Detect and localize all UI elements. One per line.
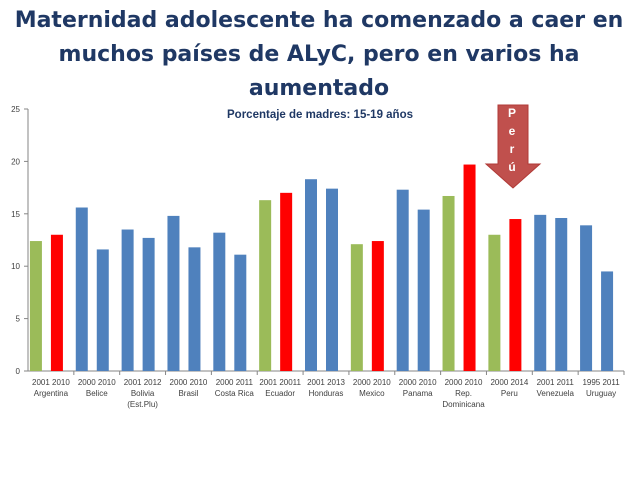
bar [142,237,155,371]
y-tick-label: 10 [11,262,20,271]
arrow-letter: ú [508,160,516,174]
x-tick-years: 2000 2010 [445,378,483,387]
bar [442,195,455,371]
bar [371,241,384,371]
x-tick-years: 1995 2011 [582,378,620,387]
x-tick-country: Peru [501,389,518,398]
x-tick-country: Venezuela [537,389,575,398]
bar [188,247,201,371]
x-tick-country: Uruguay [586,389,616,398]
x-tick-country: Brasil [178,389,198,398]
bar [167,215,180,371]
x-axis-labels: 2001 2010 Argentina 2000 2010 Belice 2001 20… [32,371,625,409]
chart-subtitle: Porcentaje de madres: 15-19 años [227,109,413,121]
arrow-letter: e [508,124,516,138]
bar [326,188,338,371]
x-tick-country: Honduras [309,389,344,398]
bar [75,207,88,371]
bar [417,209,430,371]
bar [463,164,476,371]
bar [121,229,134,371]
x-tick-years: 2000 2010 [353,378,391,387]
y-tick-label: 5 [16,315,21,324]
x-tick-years: 2001 2011 [537,378,575,387]
y-tick-label: 0 [16,367,21,376]
x-tick-country: Costa Rica [215,389,255,398]
bar [305,179,317,371]
x-tick-years: 2000 2014 [490,378,528,387]
y-tick-label: 15 [11,210,20,219]
bar [555,217,568,371]
x-tick-country: Ecuador [265,389,295,398]
bar [534,214,547,371]
x-tick-country: Belice [86,389,108,398]
x-tick-country: Panama [403,389,433,398]
x-tick-country: Rep. [455,389,472,398]
arrow-letter: P [507,106,516,120]
bar [96,249,109,371]
x-tick-years: 2001 20011 [259,378,301,387]
bar [488,234,501,371]
slide-title: Maternidad adolescente ha comenzado a ca… [14,8,624,101]
y-tick-label: 20 [11,157,20,166]
x-tick-years: 2001 2012 [124,378,162,387]
x-tick-years: 2001 2010 [32,378,70,387]
x-tick-country: Mexico [359,389,385,398]
bar [350,244,363,371]
peru-arrow-label: P e r ú [497,104,527,176]
bar [29,241,42,371]
bar [50,234,63,371]
bar [601,271,614,371]
x-tick-years: 2001 2013 [307,378,345,387]
y-tick-label: 25 [11,105,20,114]
peru-arrow-icon [484,104,542,189]
bar [213,232,226,371]
bar [280,192,293,371]
x-tick-years: 2000 2011 [216,378,254,387]
bar [259,200,272,371]
x-tick-country: (Est.Plu) [127,400,158,409]
x-tick-years: 2000 2010 [170,378,208,387]
x-tick-country: Argentina [34,389,69,398]
x-tick-country: Dominicana [442,400,485,409]
x-tick-country: Bolivia [131,389,155,398]
arrow-letter: r [509,142,515,156]
bar [396,189,409,371]
bar [509,219,522,371]
x-tick-years: 2000 2010 [399,378,437,387]
bar [580,225,593,371]
bars [29,164,614,371]
x-tick-years: 2000 2010 [78,378,116,387]
bar [234,254,247,371]
